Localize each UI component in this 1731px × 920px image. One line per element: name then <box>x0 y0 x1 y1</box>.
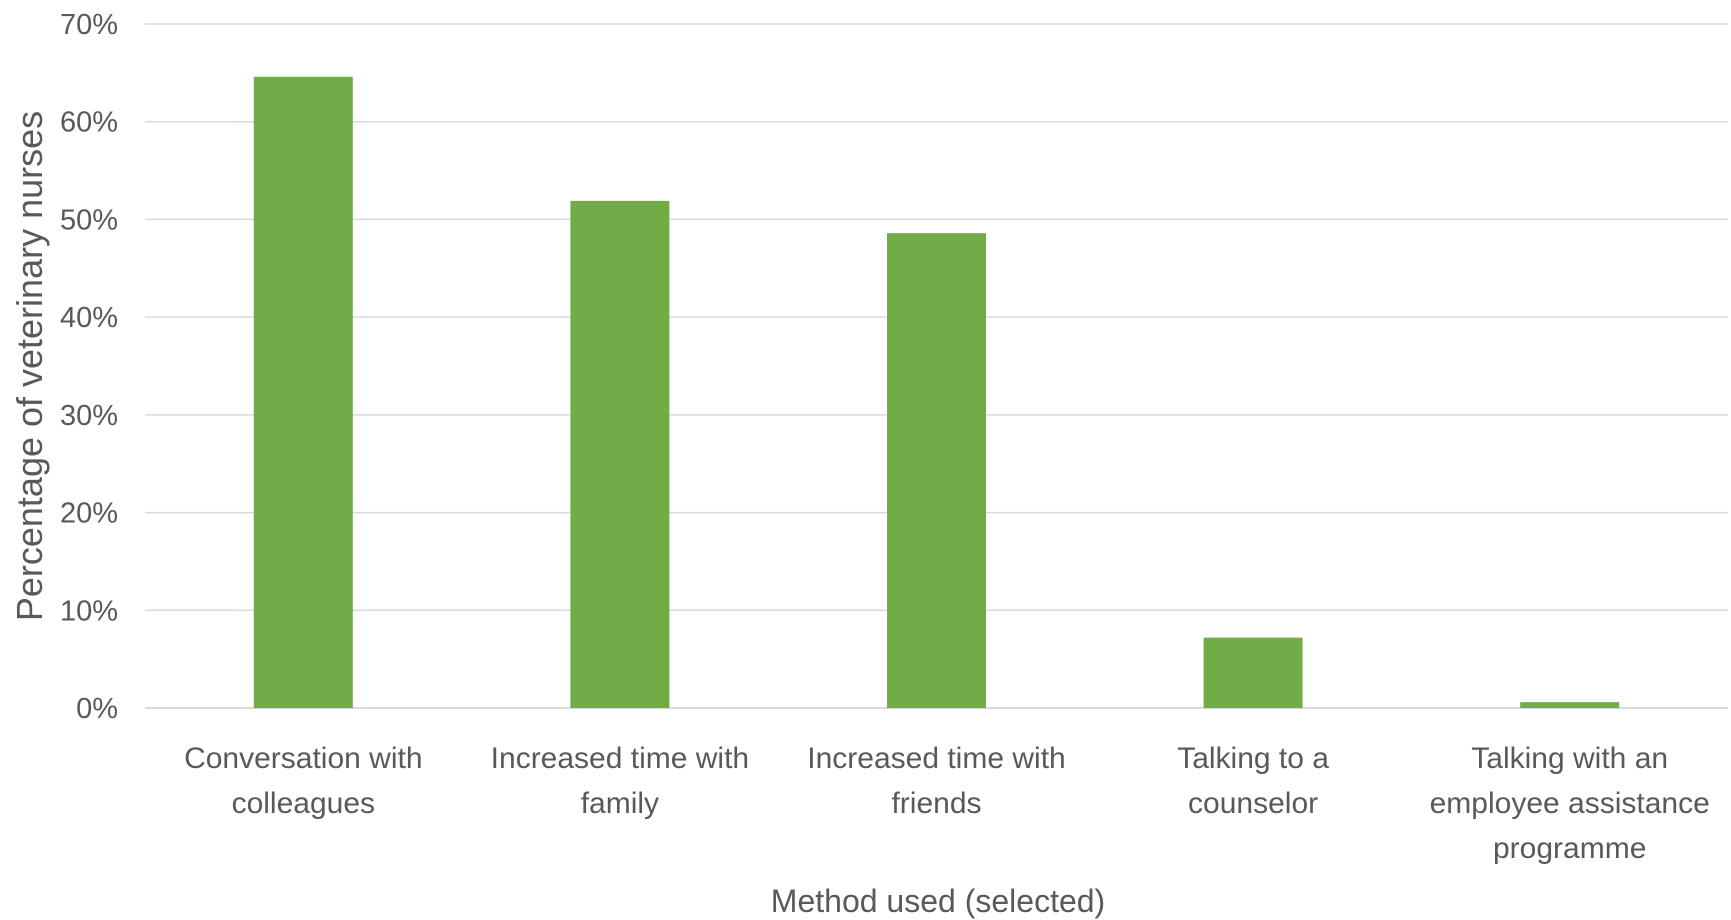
y-axis-tick-labels: 0% 10% 20% 30% 40% 50% 60% 70% <box>60 9 118 725</box>
x-tick-label-line: friends <box>891 787 981 820</box>
x-tick-label-line: Talking with an <box>1471 742 1668 775</box>
y-tick-label: 40% <box>60 302 118 334</box>
y-tick-label: 60% <box>60 107 118 139</box>
x-tick-label: Conversation with colleagues <box>184 742 422 820</box>
bar <box>887 233 986 708</box>
x-tick-label-line: family <box>581 787 659 820</box>
x-tick-label: Talking to a counselor <box>1177 742 1329 820</box>
x-tick-label-line: Increased time with <box>491 742 749 775</box>
y-tick-label: 10% <box>60 595 118 627</box>
x-tick-label-line: employee assistance <box>1430 787 1710 820</box>
x-tick-label-line: Talking to a <box>1177 742 1329 775</box>
x-tick-label: Increased time with family <box>491 742 749 820</box>
x-tick-label-line: counselor <box>1188 787 1318 820</box>
bar <box>1203 637 1303 708</box>
x-tick-label: Increased time with friends <box>807 742 1065 820</box>
y-tick-label: 50% <box>60 204 118 236</box>
x-tick-label-line: Increased time with <box>807 742 1065 775</box>
x-tick-label-line: colleagues <box>232 787 375 820</box>
x-axis-tick-labels: Conversation with colleagues Increased tim… <box>184 742 1710 865</box>
x-tick-label-line: Conversation with <box>184 742 422 775</box>
y-tick-label: 0% <box>76 693 118 725</box>
x-tick-label-line: programme <box>1493 832 1646 865</box>
bars <box>253 76 1620 708</box>
bar <box>570 200 670 708</box>
x-tick-label: Talking with an employee assistance progra… <box>1430 742 1710 865</box>
y-tick-label: 70% <box>60 9 118 41</box>
bar <box>1520 702 1620 708</box>
y-tick-label: 30% <box>60 400 118 432</box>
x-axis-title: Method used (selected) <box>771 883 1105 919</box>
bar <box>253 76 353 708</box>
y-tick-label: 20% <box>60 498 118 530</box>
y-axis-title: Percentage of veterinary nurses <box>9 111 50 621</box>
